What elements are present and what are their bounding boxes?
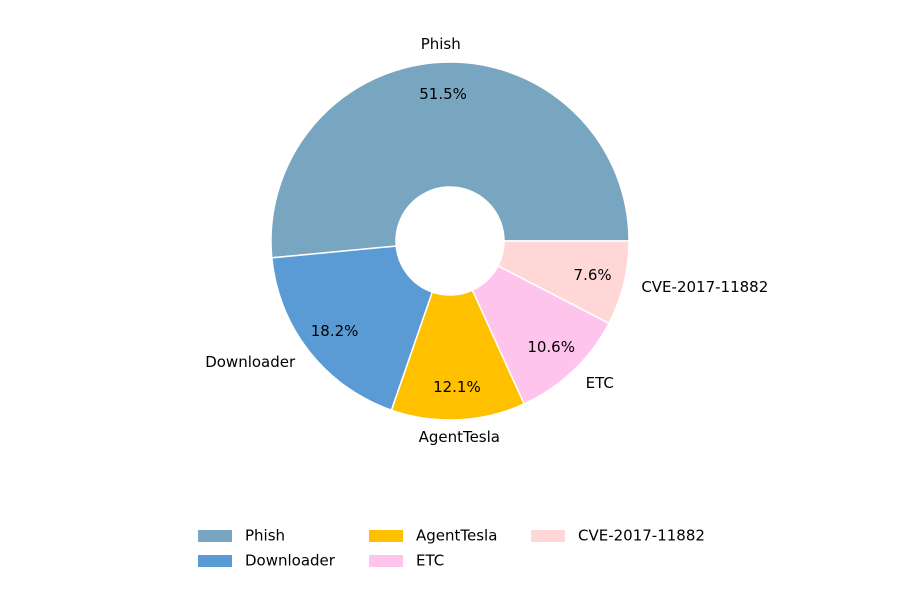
legend-label: Downloader — [245, 552, 336, 570]
slice-label: Downloader — [205, 353, 296, 371]
slice-label: Phish — [421, 35, 461, 53]
slice-label: AgentTesla — [419, 428, 500, 446]
slice — [270, 245, 434, 412]
legend-swatch — [369, 530, 403, 542]
slice — [390, 289, 526, 421]
legend-label: Phish — [245, 527, 285, 545]
slice-label: ETC — [586, 374, 614, 392]
legend-label: ETC — [416, 552, 444, 570]
legend-swatch — [198, 555, 232, 567]
legend-label: AgentTesla — [416, 527, 497, 545]
value-label: 51.5% — [419, 85, 467, 103]
value-label: 7.6% — [574, 266, 612, 284]
slice — [471, 264, 610, 405]
legend-label: CVE-2017-11882 — [578, 527, 705, 545]
legend-swatch — [198, 530, 232, 542]
slice — [496, 240, 630, 325]
value-label: 18.2% — [311, 322, 359, 340]
legend-swatch — [531, 530, 565, 542]
slice-label: CVE-2017-11882 — [641, 278, 768, 296]
value-label: 12.1% — [433, 378, 481, 396]
slice — [270, 61, 630, 259]
value-label: 10.6% — [527, 338, 575, 356]
legend-swatch — [369, 555, 403, 567]
